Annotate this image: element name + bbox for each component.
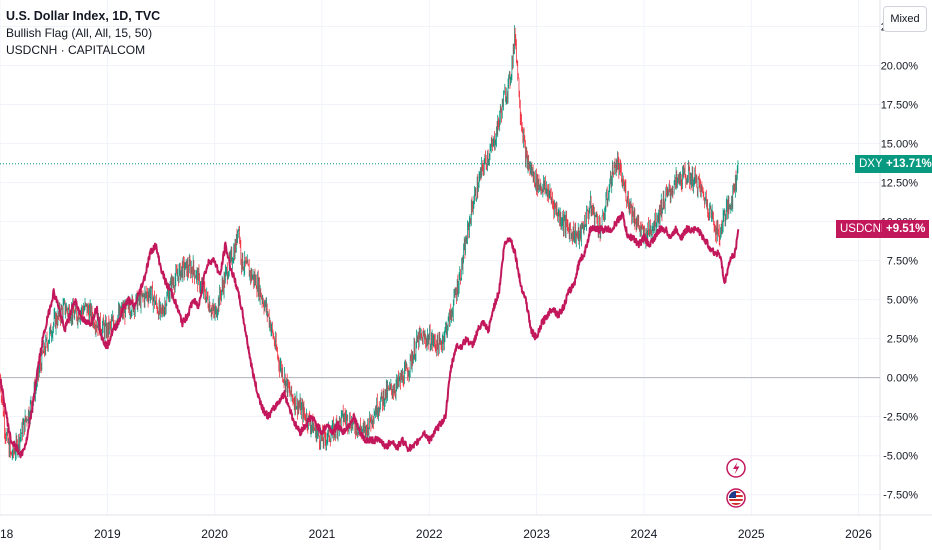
y-tick-label: 5.00% xyxy=(887,295,918,307)
x-tick-label: 2020 xyxy=(201,527,228,541)
x-tick-label: 2022 xyxy=(416,527,443,541)
y-tick-label: 17.50% xyxy=(881,100,919,112)
dxy-ticker-badge: DXY xyxy=(855,154,887,173)
x-tick-label: 2026 xyxy=(845,527,872,541)
usdcnh-price-badge: +9.51% xyxy=(882,220,930,239)
x-tick-label: 2019 xyxy=(94,527,121,541)
x-tick-label: 2023 xyxy=(523,527,550,541)
legend-indicator[interactable]: Bullish Flag (All, All, 15, 50) xyxy=(6,26,153,40)
x-tick-label: 2024 xyxy=(631,527,658,541)
dxy-series xyxy=(0,25,739,461)
usdcnh-ticker-badge: USDCNH xyxy=(836,220,894,239)
y-tick-label: 2.50% xyxy=(887,334,918,346)
scale-mode-button[interactable]: Mixed xyxy=(883,6,927,32)
x-tick-label: 2018 xyxy=(0,527,14,541)
y-tick-label: 20.00% xyxy=(881,61,919,73)
x-tick-label: 2021 xyxy=(309,527,336,541)
usdcnh-line xyxy=(0,211,740,459)
chart-legend: U.S. Dollar Index, 1D, TVC Bullish Flag … xyxy=(6,8,160,59)
y-tick-label: 12.50% xyxy=(881,178,919,190)
y-tick-label: -7.50% xyxy=(883,490,918,502)
legend-compare-symbol[interactable]: USDCNH · CAPITALCOM xyxy=(6,43,146,57)
dxy-price-badge: +13.71% xyxy=(882,154,932,173)
y-tick-label: 0.00% xyxy=(887,373,918,385)
x-axis[interactable]: 2018 2019 2020 2021 2022 2023 2024 2025 2026 xyxy=(0,527,872,541)
legend-title[interactable]: U.S. Dollar Index, 1D, TVC xyxy=(6,9,161,23)
y-axis[interactable]: 22.50%20.00%17.50%15.00%12.50%10.00%7.50… xyxy=(881,22,919,502)
us-flag-icon[interactable] xyxy=(726,488,746,508)
usdcnh-series xyxy=(0,211,740,459)
event-icons[interactable] xyxy=(726,458,746,508)
y-tick-label: 15.00% xyxy=(881,139,919,151)
y-tick-label: 7.50% xyxy=(887,256,918,268)
y-tick-label: -5.00% xyxy=(883,451,918,463)
lightning-icon[interactable] xyxy=(726,458,746,478)
x-tick-label: 2025 xyxy=(738,527,765,541)
y-tick-label: -2.50% xyxy=(883,412,918,424)
